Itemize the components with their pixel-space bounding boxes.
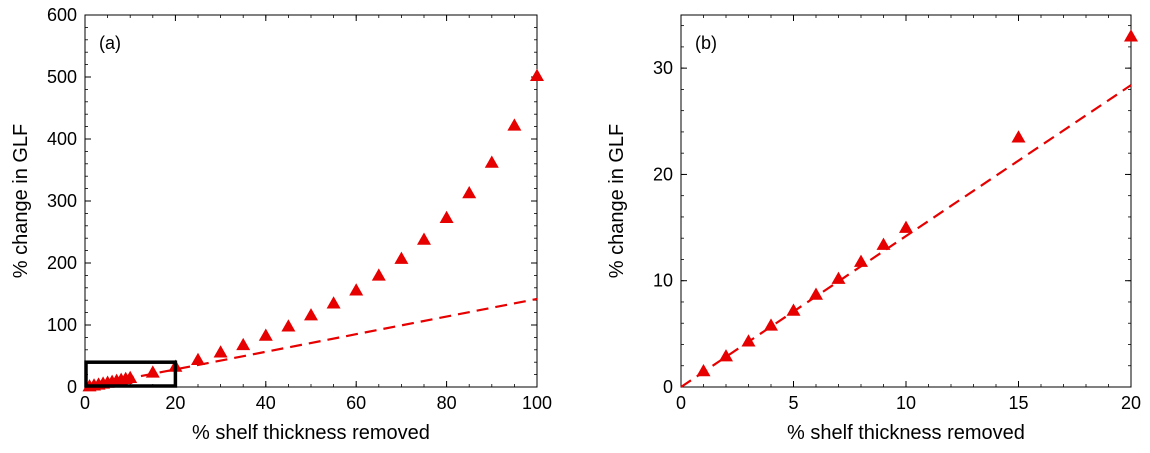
x-tick-label: 15 — [1008, 393, 1028, 413]
data-point-triangle — [696, 364, 711, 377]
data-point-triangle — [281, 319, 296, 332]
data-point-triangle — [854, 254, 868, 267]
data-point-triangle — [394, 251, 409, 264]
zoom-region-box — [84, 360, 178, 388]
x-axis-label: % shelf thickness removed — [787, 422, 1025, 444]
y-tick-label: 100 — [47, 315, 77, 335]
data-point-triangle — [439, 210, 454, 223]
panel-label: (b) — [695, 33, 717, 53]
panel-b-chart: 0 5 10 15 20 0 10 20 30 % shelf thickness removed… — [606, 14, 1141, 444]
data-point-triangle — [876, 237, 891, 250]
data-point-triangle — [213, 345, 228, 358]
y-tick-label: 400 — [47, 129, 77, 149]
y-tick-label: 600 — [47, 5, 77, 25]
x-tick-label: 0 — [80, 393, 90, 413]
data-point-triangle — [484, 155, 499, 168]
y-axis-label: % change in GLF — [606, 124, 628, 279]
data-point-triangle — [530, 68, 544, 82]
panel-a-chart: 0 20 40 60 80 100 0 100 200 300 400 500 600 % shelf t… — [10, 5, 552, 444]
data-point-triangle — [349, 283, 364, 296]
data-point-triangle — [191, 352, 205, 365]
data-point-triangle — [304, 308, 318, 321]
data-point-triangle — [831, 271, 846, 284]
y-tick-label: 200 — [47, 253, 77, 273]
y-tick-label: 0 — [67, 377, 77, 397]
data-point-triangle — [1124, 29, 1138, 42]
panel-label: (a) — [99, 33, 121, 53]
y-axis-label: % change in GLF — [10, 124, 32, 279]
x-tick-label: 20 — [165, 393, 185, 413]
plot-frame — [84, 14, 538, 388]
y-tick-label: 500 — [47, 67, 77, 87]
y-tick-label: 10 — [653, 271, 673, 291]
data-point-triangle — [719, 349, 733, 362]
data-point-triangle — [1011, 130, 1026, 143]
data-point-triangle — [809, 287, 823, 300]
x-tick-label: 60 — [346, 393, 366, 413]
data-point-triangle — [899, 220, 913, 233]
data-point-triangle — [741, 334, 756, 347]
data-point-triangle — [507, 118, 522, 131]
plot-frame — [680, 14, 1132, 388]
data-point-triangle — [123, 370, 138, 383]
x-tick-label: 5 — [788, 393, 798, 413]
fit-line-dashed — [84, 297, 538, 389]
y-tick-label: 0 — [663, 377, 673, 397]
data-point-triangle — [145, 365, 160, 378]
x-tick-label: 100 — [522, 393, 552, 413]
data-point-triangle — [462, 185, 477, 199]
data-point-triangle — [764, 318, 778, 331]
y-tick-label: 20 — [653, 164, 673, 184]
y-tick-label: 300 — [47, 191, 77, 211]
x-tick-label: 20 — [1121, 393, 1141, 413]
data-point-triangle — [326, 296, 341, 309]
x-tick-label: 40 — [256, 393, 276, 413]
x-tick-label: 80 — [437, 393, 457, 413]
fit-line-dashed — [680, 84, 1132, 388]
data-point-triangle — [371, 268, 386, 281]
y-tick-label: 30 — [653, 58, 673, 78]
data-point-triangle — [258, 328, 273, 341]
data-point-triangle — [417, 232, 431, 245]
x-tick-label: 0 — [676, 393, 686, 413]
data-point-triangle — [786, 303, 801, 316]
data-point-triangle — [236, 337, 251, 351]
x-axis-label: % shelf thickness removed — [192, 422, 430, 444]
x-tick-label: 10 — [896, 393, 916, 413]
